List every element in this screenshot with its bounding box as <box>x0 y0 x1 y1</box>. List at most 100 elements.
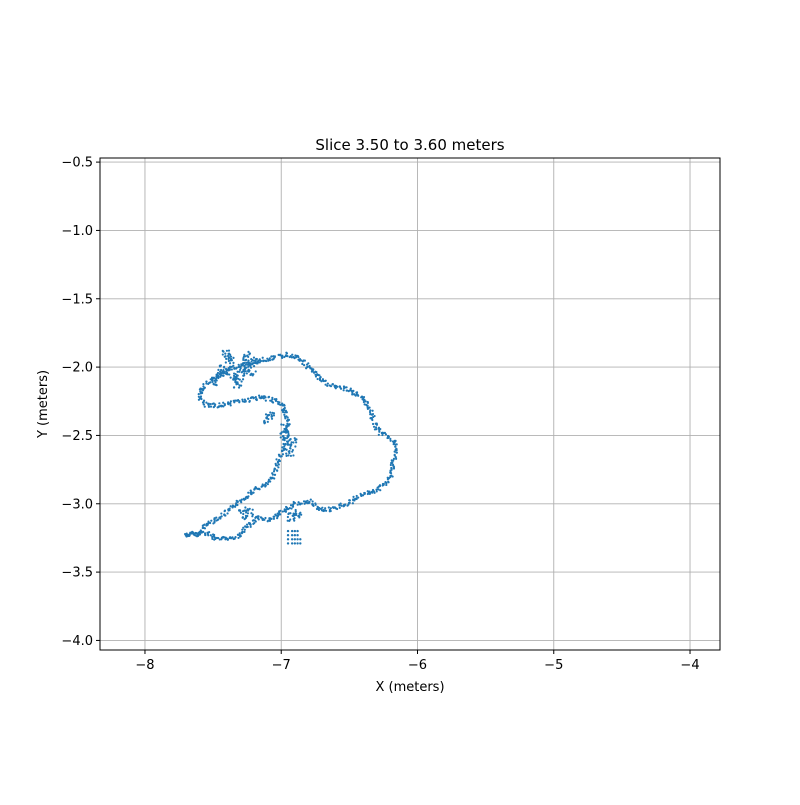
data-point <box>276 512 279 515</box>
data-point <box>351 502 354 505</box>
data-point <box>183 532 187 536</box>
data-point <box>386 478 390 481</box>
data-point <box>366 492 369 496</box>
data-point <box>235 502 238 505</box>
data-point <box>287 454 290 457</box>
data-point <box>276 464 279 467</box>
data-point <box>226 354 230 358</box>
data-point <box>247 495 250 498</box>
data-point <box>363 492 366 496</box>
data-point <box>222 372 226 375</box>
data-point <box>202 524 205 527</box>
data-point <box>193 533 196 536</box>
data-point <box>281 402 284 405</box>
data-point <box>277 453 281 456</box>
data-point <box>210 519 213 522</box>
data-point <box>211 376 214 379</box>
data-point <box>227 359 230 363</box>
data-point <box>271 473 274 476</box>
data-point <box>252 361 256 365</box>
data-point <box>265 359 268 363</box>
data-point <box>252 522 255 525</box>
data-point <box>218 538 221 541</box>
data-point <box>228 365 232 368</box>
data-point <box>317 373 320 377</box>
data-point <box>243 528 246 531</box>
data-point <box>260 395 263 398</box>
data-point <box>307 362 310 365</box>
data-point <box>209 405 213 408</box>
y-tick-label: −2.5 <box>61 429 93 444</box>
data-point <box>286 430 290 434</box>
data-point <box>242 526 245 529</box>
data-point <box>371 422 375 426</box>
data-point <box>250 396 253 399</box>
data-point <box>282 435 285 438</box>
data-point <box>377 488 380 491</box>
y-axis-label: Y (meters) <box>36 370 51 439</box>
data-point <box>243 374 246 377</box>
data-point <box>282 423 285 426</box>
data-point <box>267 417 270 421</box>
data-point <box>363 403 366 406</box>
data-point <box>235 375 238 378</box>
data-point <box>356 393 359 396</box>
data-point <box>261 485 264 488</box>
data-point <box>233 537 236 540</box>
data-point <box>289 454 293 457</box>
data-point <box>248 369 251 372</box>
data-point <box>251 363 254 366</box>
data-point <box>236 533 239 536</box>
data-point <box>306 365 309 368</box>
data-point <box>246 354 249 357</box>
data-point <box>324 383 327 386</box>
data-point <box>378 430 381 433</box>
data-point <box>305 367 308 370</box>
data-point <box>349 387 352 390</box>
data-point <box>275 469 279 472</box>
data-point <box>293 519 296 522</box>
data-point <box>394 439 397 442</box>
data-point <box>232 356 235 359</box>
data-point <box>336 385 339 388</box>
data-point <box>352 495 355 498</box>
data-point <box>251 515 254 518</box>
data-point <box>332 506 335 509</box>
data-point <box>185 532 188 535</box>
data-point <box>286 529 290 533</box>
data-point <box>222 401 225 404</box>
data-point <box>283 445 286 448</box>
data-point <box>293 542 297 545</box>
data-point <box>197 392 200 396</box>
data-point <box>274 462 277 465</box>
data-point <box>220 536 223 539</box>
data-point <box>328 510 331 513</box>
data-point <box>276 517 279 520</box>
data-point <box>290 534 294 537</box>
axis-ticks: −8 −7 −6 −5 −4 −0.5 −1.0 −1.5 −2.0 −2.5 −3.0 −3.5 −4… <box>61 156 699 673</box>
data-point <box>362 400 365 404</box>
data-point <box>347 390 350 393</box>
data-point <box>381 484 384 487</box>
data-point <box>338 506 341 509</box>
data-point <box>267 519 270 522</box>
data-point <box>229 402 232 405</box>
data-point <box>321 506 324 509</box>
data-point <box>272 358 275 361</box>
data-point <box>261 483 264 486</box>
data-point <box>221 353 224 356</box>
data-point <box>288 355 291 359</box>
data-point <box>312 368 315 371</box>
data-point <box>207 520 210 523</box>
data-point <box>227 357 230 361</box>
data-point <box>203 532 207 535</box>
data-point <box>331 383 334 386</box>
data-point <box>283 510 286 513</box>
data-point <box>284 409 288 412</box>
data-point <box>290 356 293 359</box>
data-point <box>219 368 223 372</box>
data-point <box>209 534 212 537</box>
data-point <box>215 516 218 519</box>
